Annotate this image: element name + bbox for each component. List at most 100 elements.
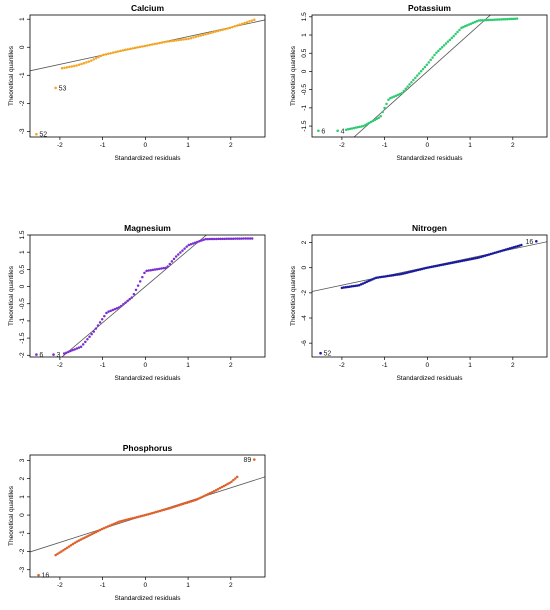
data-point: [418, 268, 422, 271]
data-point: [485, 253, 489, 257]
data-point: [181, 249, 184, 252]
data-point: [155, 42, 159, 45]
x-tick-label: 2: [511, 142, 515, 149]
x-tick-label: -1: [100, 142, 106, 149]
data-point: [223, 237, 226, 241]
data-point: [231, 25, 234, 29]
data-point: [181, 502, 185, 506]
data-point: [92, 330, 95, 333]
data-point: [147, 512, 150, 516]
chart-title: Nitrogen: [412, 223, 447, 233]
data-point: [421, 67, 425, 71]
data-point: [107, 52, 110, 56]
data-point: [122, 303, 125, 306]
data-point: [179, 503, 183, 506]
data-point: [423, 65, 427, 69]
data-point: [504, 17, 507, 21]
data-point: [149, 268, 153, 272]
data-point: [216, 29, 220, 33]
y-tick-label: 0: [301, 69, 308, 73]
x-axis-label: Standardized residuals: [114, 375, 181, 382]
chart-title: Potassium: [408, 3, 451, 13]
data-point: [473, 20, 477, 24]
data-point: [466, 258, 470, 261]
x-tick-label: 1: [468, 362, 472, 369]
y-tick-label: -3: [19, 566, 26, 572]
y-tick-label: 1: [19, 17, 26, 21]
data-point: [214, 488, 218, 492]
data-point: [464, 258, 468, 262]
data-point: [220, 485, 224, 489]
data-point: [404, 87, 407, 91]
data-point: [408, 83, 411, 86]
data-point: [153, 268, 157, 271]
data-point: [451, 261, 454, 264]
data-point: [369, 120, 373, 124]
data-point: [116, 521, 119, 524]
data-point: [510, 246, 514, 250]
data-point: [419, 70, 423, 73]
data-point: [174, 505, 177, 508]
outlier-label: 6: [321, 128, 325, 135]
data-point: [121, 49, 125, 52]
data-point: [492, 18, 496, 21]
data-point: [97, 55, 100, 59]
data-point: [392, 273, 395, 277]
y-tick-label: 0.5: [301, 48, 308, 57]
data-point: [506, 247, 510, 251]
data-point: [373, 277, 376, 280]
panel-magnesium: Magnesium 6 3 -2 -1 0 1 2 -2 -1.5 -1 -0.5 0 0.5 1 1.5 St…: [8, 223, 266, 382]
y-tick-label: 1.5: [301, 12, 308, 21]
data-point: [114, 522, 117, 525]
data-point: [63, 66, 66, 70]
data-point: [520, 243, 523, 247]
data-point: [200, 239, 203, 242]
data-point: [390, 274, 393, 277]
data-point: [233, 25, 237, 28]
data-point: [384, 275, 388, 278]
data-point: [439, 263, 443, 267]
data-point: [136, 46, 139, 49]
data-point: [488, 18, 492, 22]
data-point: [344, 128, 348, 131]
data-point: [434, 264, 437, 268]
data-point: [119, 304, 123, 308]
data-point: [436, 264, 439, 267]
data-point: [93, 531, 96, 535]
data-point: [394, 94, 398, 97]
data-point: [371, 278, 374, 281]
data-point: [388, 274, 391, 278]
data-point: [104, 53, 108, 56]
data-point: [428, 265, 431, 269]
y-tick-label: -6: [301, 340, 308, 346]
y-axis-label: Theoretical quantiles: [8, 485, 15, 546]
data-point: [422, 267, 426, 270]
data-point: [187, 500, 191, 504]
data-point: [84, 340, 87, 344]
plot-frame: [29, 234, 266, 358]
data-point: [498, 18, 502, 21]
data-point: [214, 30, 217, 33]
y-tick-label: 1: [19, 250, 26, 254]
data-point: [397, 273, 401, 276]
data-point: [248, 20, 251, 23]
data-point: [211, 31, 215, 34]
data-point: [206, 32, 210, 35]
data-point: [229, 237, 233, 240]
y-tick-label: 0: [19, 45, 26, 49]
data-point: [493, 251, 496, 255]
panel-potassium: Potassium 6 4 -2 -1 0 1 2 -1.5 -1 -0.5 0 0.5 1 1.5 Stan…: [290, 3, 548, 162]
data-point: [145, 44, 149, 47]
data-point: [402, 89, 406, 93]
data-point: [117, 306, 121, 309]
x-tick-label: 1: [186, 362, 190, 369]
data-point: [197, 34, 200, 38]
data-point: [430, 265, 433, 269]
data-point: [439, 47, 442, 51]
data-point: [224, 483, 227, 487]
data-point: [450, 36, 454, 40]
data-point: [134, 288, 138, 292]
data-points: [60, 18, 256, 70]
data-point: [470, 257, 473, 261]
data-point: [201, 495, 204, 499]
